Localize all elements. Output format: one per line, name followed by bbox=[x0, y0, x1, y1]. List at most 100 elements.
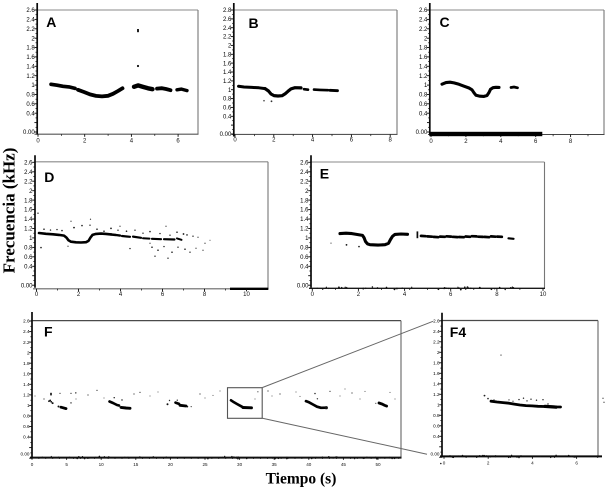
svg-text:2.4: 2.4 bbox=[24, 170, 33, 176]
svg-text:15: 15 bbox=[133, 462, 139, 467]
svg-text:1.2: 1.2 bbox=[23, 393, 30, 398]
svg-text:2.2: 2.2 bbox=[24, 179, 33, 185]
svg-text:0: 0 bbox=[233, 137, 237, 143]
svg-text:1.8: 1.8 bbox=[223, 52, 232, 58]
svg-text:5: 5 bbox=[65, 462, 68, 467]
svg-text:1.6: 1.6 bbox=[23, 371, 30, 376]
svg-text:0.6: 0.6 bbox=[24, 255, 33, 261]
svg-text:B: B bbox=[249, 15, 259, 31]
svg-text:6: 6 bbox=[449, 292, 453, 298]
svg-text:4: 4 bbox=[130, 139, 134, 145]
svg-text:1: 1 bbox=[27, 403, 30, 408]
svg-text:0.8: 0.8 bbox=[419, 93, 428, 99]
svg-text:0.00: 0.00 bbox=[220, 132, 232, 138]
svg-text:2.4: 2.4 bbox=[23, 329, 30, 334]
svg-text:2: 2 bbox=[29, 189, 33, 195]
svg-text:2.8: 2.8 bbox=[223, 8, 232, 14]
svg-text:0.8: 0.8 bbox=[24, 246, 33, 252]
svg-text:1.2: 1.2 bbox=[223, 79, 232, 85]
svg-text:Tiempo (s): Tiempo (s) bbox=[266, 471, 337, 488]
svg-text:50: 50 bbox=[375, 462, 381, 467]
svg-text:2.4: 2.4 bbox=[433, 329, 440, 334]
svg-text:20: 20 bbox=[168, 462, 174, 467]
svg-text:2.2: 2.2 bbox=[23, 340, 30, 345]
svg-text:0.8: 0.8 bbox=[23, 414, 30, 419]
svg-text:0.4: 0.4 bbox=[23, 435, 30, 440]
svg-text:4: 4 bbox=[311, 137, 315, 143]
svg-text:2: 2 bbox=[228, 44, 232, 50]
svg-text:1.4: 1.4 bbox=[419, 65, 428, 71]
svg-text:6: 6 bbox=[534, 139, 538, 145]
svg-text:40: 40 bbox=[306, 462, 312, 467]
svg-text:2.2: 2.2 bbox=[300, 179, 309, 185]
svg-text:1.2: 1.2 bbox=[419, 74, 428, 80]
svg-text:0.6: 0.6 bbox=[223, 106, 232, 112]
svg-text:2.6: 2.6 bbox=[300, 161, 309, 167]
svg-text:0.8: 0.8 bbox=[300, 246, 309, 252]
svg-text:0.4: 0.4 bbox=[24, 265, 33, 271]
svg-text:1: 1 bbox=[228, 88, 232, 94]
svg-text:0.00: 0.00 bbox=[416, 130, 428, 136]
svg-text:30: 30 bbox=[237, 462, 243, 467]
svg-text:0: 0 bbox=[35, 292, 39, 298]
svg-text:2.6: 2.6 bbox=[26, 8, 35, 14]
svg-text:2: 2 bbox=[357, 292, 361, 298]
svg-text:6: 6 bbox=[575, 461, 578, 466]
svg-text:0.6: 0.6 bbox=[23, 424, 30, 429]
svg-text:2.6: 2.6 bbox=[24, 161, 33, 167]
svg-text:1.4: 1.4 bbox=[23, 382, 30, 387]
svg-text:2: 2 bbox=[464, 139, 468, 145]
svg-text:0.00: 0.00 bbox=[431, 452, 440, 457]
svg-text:4: 4 bbox=[531, 461, 534, 466]
svg-text:4: 4 bbox=[403, 292, 407, 298]
svg-text:0.4: 0.4 bbox=[300, 265, 309, 271]
svg-text:A: A bbox=[46, 14, 56, 30]
svg-text:1.2: 1.2 bbox=[300, 227, 309, 233]
svg-text:1.8: 1.8 bbox=[26, 46, 35, 52]
svg-text:2: 2 bbox=[424, 36, 428, 42]
svg-text:0: 0 bbox=[36, 139, 40, 145]
svg-text:C: C bbox=[440, 14, 450, 30]
svg-text:2.4: 2.4 bbox=[223, 26, 232, 32]
svg-text:1: 1 bbox=[437, 403, 440, 408]
svg-text:0.6: 0.6 bbox=[300, 255, 309, 261]
svg-text:2.6: 2.6 bbox=[419, 8, 428, 14]
svg-text:2: 2 bbox=[487, 461, 490, 466]
svg-text:0.8: 0.8 bbox=[223, 97, 232, 103]
svg-text:1.8: 1.8 bbox=[419, 46, 428, 52]
svg-text:6: 6 bbox=[350, 137, 354, 143]
svg-text:0.6: 0.6 bbox=[419, 102, 428, 108]
svg-text:2: 2 bbox=[77, 292, 81, 298]
svg-text:0.00: 0.00 bbox=[23, 130, 35, 136]
svg-text:2.4: 2.4 bbox=[419, 18, 428, 24]
svg-text:2: 2 bbox=[305, 189, 309, 195]
svg-text:1: 1 bbox=[31, 83, 35, 89]
svg-text:0.00: 0.00 bbox=[21, 283, 33, 289]
svg-text:2: 2 bbox=[272, 137, 276, 143]
svg-text:25: 25 bbox=[202, 462, 208, 467]
svg-text:1: 1 bbox=[424, 83, 428, 89]
svg-text:1.4: 1.4 bbox=[223, 70, 232, 76]
svg-text:0.00: 0.00 bbox=[21, 452, 30, 457]
svg-text:2.4: 2.4 bbox=[300, 170, 309, 176]
svg-text:0.8: 0.8 bbox=[433, 413, 440, 418]
svg-text:1: 1 bbox=[305, 236, 309, 242]
svg-text:0: 0 bbox=[443, 461, 446, 466]
svg-text:2.6: 2.6 bbox=[223, 17, 232, 23]
svg-text:35: 35 bbox=[272, 462, 278, 467]
svg-text:8: 8 bbox=[495, 292, 499, 298]
svg-text:2.2: 2.2 bbox=[419, 27, 428, 33]
svg-text:D: D bbox=[44, 169, 54, 185]
svg-text:2.4: 2.4 bbox=[26, 18, 35, 24]
svg-text:1.6: 1.6 bbox=[300, 208, 309, 214]
svg-text:0.4: 0.4 bbox=[26, 111, 35, 117]
svg-text:1.6: 1.6 bbox=[223, 61, 232, 67]
svg-text:1.8: 1.8 bbox=[23, 361, 30, 366]
svg-text:2.6: 2.6 bbox=[433, 319, 440, 324]
svg-text:1.6: 1.6 bbox=[26, 55, 35, 61]
svg-text:0.6: 0.6 bbox=[433, 424, 440, 429]
svg-text:1.4: 1.4 bbox=[433, 382, 440, 387]
svg-text:1.4: 1.4 bbox=[24, 217, 33, 223]
svg-text:0.4: 0.4 bbox=[419, 111, 428, 117]
svg-text:45: 45 bbox=[341, 462, 347, 467]
